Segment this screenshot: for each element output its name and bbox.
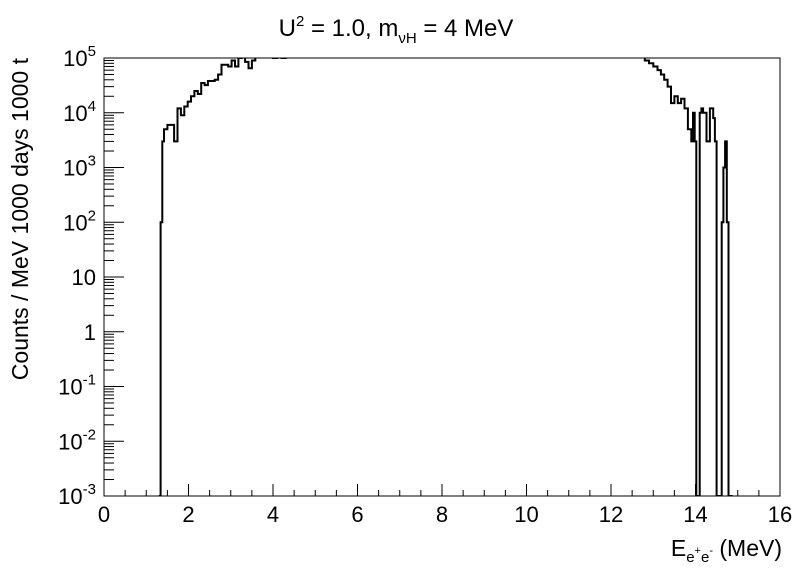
x-axis-ticks — [103, 484, 781, 496]
y-axis-label: Counts / MeV 1000 days 1000 t — [7, 57, 33, 380]
title-sub: νH — [398, 30, 416, 47]
series-line — [158, 58, 733, 496]
y-tick-label: 10-3 — [58, 481, 96, 509]
title-part-end: = 4 MeV — [417, 15, 514, 42]
x-tick-label: 16 — [768, 502, 792, 527]
title-sup: 2 — [296, 13, 304, 30]
y-tick-label: 1 — [84, 320, 96, 345]
x-axis-label: Ee+e- (MeV) — [671, 535, 782, 566]
y-tick-label: 10 — [72, 265, 96, 290]
y-axis-tick-labels: 10-3 10-2 10-1 1 10 102 103 104 105 — [58, 43, 96, 509]
title-part-mid: = 1.0, m — [304, 15, 398, 42]
x-tick-label: 10 — [514, 502, 538, 527]
x-axis-tick-labels: 0 2 4 6 8 10 12 14 16 — [98, 502, 792, 527]
plot-frame — [103, 57, 781, 497]
chart-title: U2 = 1.0, mνH = 4 MeV — [279, 13, 514, 47]
x-tick-label: 4 — [267, 502, 279, 527]
y-tick-label: 102 — [63, 207, 96, 235]
x-tick-label: 6 — [351, 502, 363, 527]
x-tick-label: 8 — [436, 502, 448, 527]
title-part-u: U — [279, 15, 296, 42]
y-tick-label: 103 — [63, 153, 96, 181]
y-tick-label: 104 — [63, 98, 96, 126]
x-tick-label: 2 — [182, 502, 194, 527]
y-tick-label: 105 — [63, 43, 96, 71]
x-tick-label: 14 — [683, 502, 707, 527]
y-tick-label: 10-1 — [58, 372, 96, 400]
y-tick-label: 10-2 — [58, 426, 96, 454]
y-axis-ticks — [104, 57, 124, 497]
x-tick-label: 0 — [98, 502, 110, 527]
x-tick-label: 12 — [599, 502, 623, 527]
